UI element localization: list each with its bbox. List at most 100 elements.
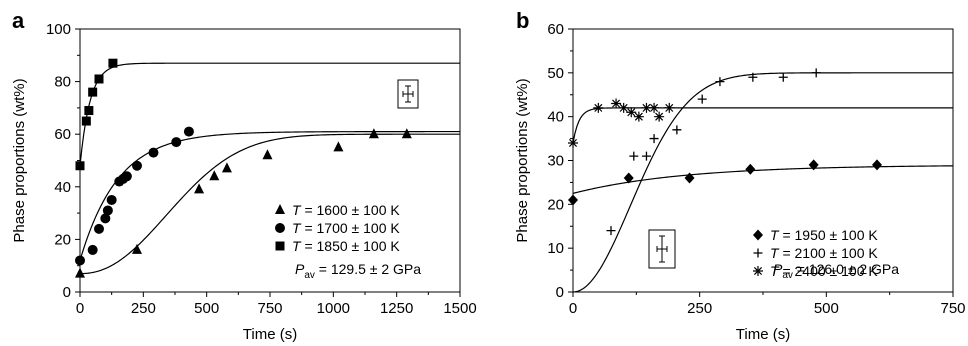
data-point-square (84, 106, 94, 116)
data-point-plus (715, 77, 725, 87)
legend-label: T = 2400 ± 100 K (770, 263, 878, 279)
y-tick-label: 60 (547, 21, 564, 38)
legend-var: T (292, 202, 302, 218)
error-bar-inset-box (648, 229, 676, 269)
y-tick-label: 10 (547, 240, 564, 257)
data-point-diamond (568, 194, 578, 206)
x-tick-label: 250 (131, 300, 156, 317)
data-point-asterisk (611, 98, 622, 109)
plot-frame (572, 28, 954, 293)
data-point-circle (102, 205, 113, 216)
y-tick-label: 0 (63, 284, 71, 301)
legend-text: = 1600 ± 100 K (301, 202, 401, 218)
fit-curve-series-2 (573, 72, 953, 292)
data-point-plus (641, 151, 651, 161)
data-point-asterisk (641, 102, 652, 113)
legend-var: T (292, 238, 302, 254)
legend-label: T = 1700 ± 100 K (292, 220, 400, 236)
pressure-annotation: Pav = 126.0 ± 2 GPa (773, 261, 899, 281)
pressure-value: = 129.5 ± 2 GPa (315, 261, 421, 277)
data-point-circle (171, 137, 182, 148)
panel-a: a 0 250 500 750 1000 1250 1500 0 20 40 60 80 100 Time … (11, 8, 477, 343)
legend-marker-circle (275, 223, 285, 233)
data-point-circle (87, 244, 98, 255)
x-axis-label: Time (s) (736, 326, 790, 343)
data-point-triangle (368, 128, 379, 139)
data-point-triangle (401, 128, 412, 139)
data-point-plus (748, 72, 758, 82)
fit-curve-series-3 (573, 107, 953, 144)
y-tick-label: 40 (547, 109, 564, 126)
data-point-plus (697, 94, 707, 104)
data-point-circle (106, 194, 117, 205)
x-tick-label: 1250 (380, 300, 413, 317)
legend-var: T (770, 227, 780, 243)
pressure-subscript: av (782, 270, 793, 281)
y-axis-label: Phase proportions (wt%) (514, 78, 531, 242)
data-point-diamond (684, 172, 695, 184)
data-point-diamond (808, 159, 819, 171)
legend-text: = 1850 ± 100 K (301, 238, 401, 254)
panel-b: b 0 250 500 750 0 10 20 30 40 50 60 Time (s) Phase pr… (514, 8, 966, 343)
pressure-value: = 126.0 ± 2 GPa (793, 261, 899, 277)
legend-label: T = 1600 ± 100 K (292, 202, 400, 218)
data-point-plus (606, 226, 616, 236)
y-tick-label: 0 (556, 284, 564, 301)
data-point-circle (132, 160, 142, 171)
data-point-diamond (623, 172, 634, 184)
data-point-asterisk (654, 111, 665, 122)
data-point-asterisk (664, 102, 675, 113)
data-point-circle (148, 147, 159, 158)
data-point-diamond (745, 163, 756, 175)
x-tick-label: 750 (257, 300, 282, 317)
x-axis-label: Time (s) (243, 326, 297, 343)
data-point-triangle (194, 183, 205, 194)
fit-curve-series-1 (573, 165, 953, 194)
y-tick-label: 60 (54, 126, 71, 143)
data-point-plus (811, 68, 821, 78)
data-point-square (94, 74, 104, 84)
pressure-var: P (773, 261, 783, 277)
pressure-annotation: Pav = 129.5 ± 2 GPa (295, 261, 421, 281)
data-point-plus (778, 72, 788, 82)
legend-text: = 2400 ± 100 K (779, 263, 879, 279)
data-point-triangle (221, 162, 232, 173)
pressure-subscript: av (304, 270, 315, 281)
legend-marker-triangle (275, 204, 285, 214)
data-point-asterisk (618, 102, 629, 113)
legend-text: = 1700 ± 100 K (301, 220, 401, 236)
legend-label: T = 2100 ± 100 K (770, 245, 878, 261)
data-point-square (75, 161, 85, 171)
data-point-triangle (262, 149, 273, 160)
x-tick-label: 750 (940, 300, 965, 317)
data-point-triangle (75, 267, 85, 278)
data-point-square (108, 58, 118, 68)
legend-marker-asterisk (753, 266, 763, 276)
legend-label: T = 1850 ± 100 K (292, 238, 400, 254)
y-axis-label: Phase proportions (wt%) (11, 78, 28, 242)
data-point-square (81, 116, 91, 126)
legend-marker-diamond (753, 229, 763, 241)
panel-label: a (12, 8, 25, 33)
legend-text: = 2100 ± 100 K (779, 245, 879, 261)
data-point-circle (94, 223, 104, 234)
legend-var: T (770, 245, 780, 261)
data-point-plus (672, 125, 682, 135)
y-tick-label: 80 (54, 74, 71, 91)
data-point-asterisk (633, 111, 644, 122)
y-tick-label: 100 (46, 21, 71, 38)
x-tick-label: 0 (569, 300, 577, 317)
data-point-diamond (872, 159, 882, 171)
data-point-asterisk (568, 137, 578, 148)
data-point-asterisk (593, 102, 604, 113)
data-point-circle (121, 171, 132, 182)
data-point-circle (100, 213, 111, 224)
error-bar-glyph (402, 85, 414, 103)
data-point-triangle (132, 243, 142, 254)
fit-curve-series-2 (80, 130, 460, 261)
y-tick-label: 50 (547, 65, 564, 82)
y-tick-label: 30 (547, 153, 564, 170)
x-tick-label: 0 (76, 300, 84, 317)
data-point-circle (75, 255, 85, 266)
y-tick-label: 20 (54, 231, 71, 248)
